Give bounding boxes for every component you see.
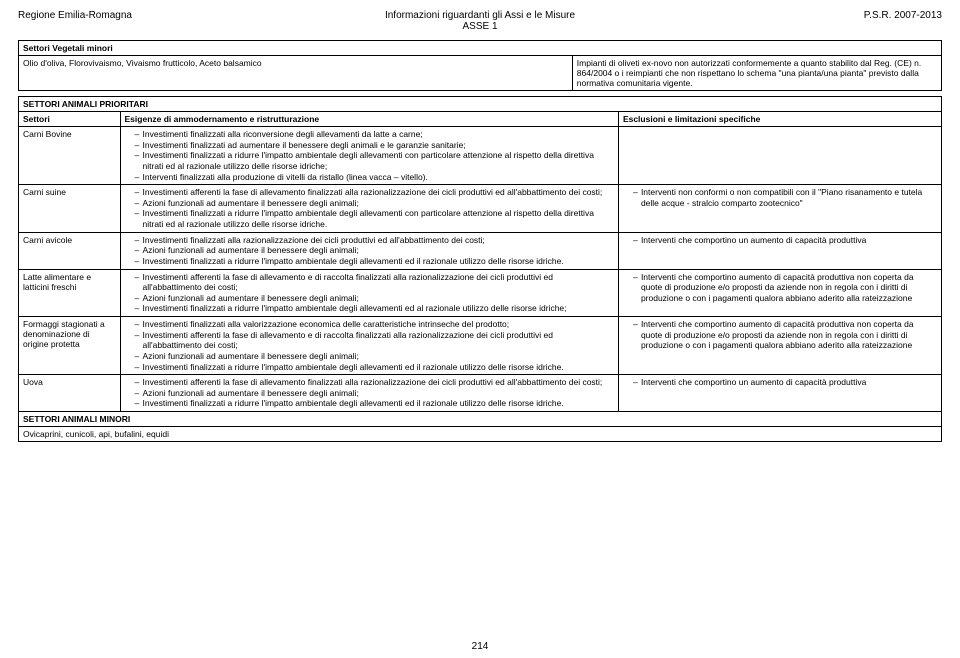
sector-cell: Latte alimentare e latticini freschi — [19, 269, 121, 317]
needs-item: Investimenti finalizzati alla valorizzaz… — [135, 319, 614, 330]
animali-minor-title: SETTORI ANIMALI MINORI — [19, 412, 942, 427]
header-left: Regione Emilia-Romagna — [18, 10, 326, 21]
exclusions-cell: Interventi che comportino aumento di cap… — [618, 269, 941, 317]
exclusion-item: Interventi non conformi o non compatibil… — [633, 187, 937, 208]
needs-cell: Investimenti finalizzati alla valorizzaz… — [120, 317, 618, 375]
needs-item: Investimenti finalizzati a ridurre l'imp… — [135, 398, 614, 409]
header-center: Informazioni riguardanti gli Assi e le M… — [326, 10, 634, 32]
header-center-line2: ASSE 1 — [326, 21, 634, 32]
needs-cell: Investimenti finalizzati alla riconversi… — [120, 127, 618, 185]
table-row: Carni Bovine Investimenti finalizzati all… — [19, 127, 942, 185]
sector-cell: Uova — [19, 375, 121, 412]
exclusion-item: Interventi che comportino aumento di cap… — [633, 319, 937, 351]
table-row: Carni suine Investimenti afferenti la fas… — [19, 185, 942, 233]
needs-cell: Investimenti afferenti la fase di alleva… — [120, 185, 618, 233]
needs-item: Investimenti finalizzati a ridurre l'imp… — [135, 303, 614, 314]
sector-cell: Carni avicole — [19, 232, 121, 269]
exclusion-item: Interventi che comportino aumento di cap… — [633, 272, 937, 304]
sector-cell: Carni suine — [19, 185, 121, 233]
needs-item: Investimenti afferenti la fase di alleva… — [135, 330, 614, 351]
animali-head-esclusioni: Esclusioni e limitazioni specifiche — [618, 112, 941, 127]
exclusions-cell: Interventi che comportino un aumento di … — [618, 375, 941, 412]
needs-item: Azioni funzionali ad aumentare il beness… — [135, 245, 614, 256]
exclusions-cell: Interventi che comportino aumento di cap… — [618, 317, 941, 375]
animali-head-settori: Settori — [19, 112, 121, 127]
needs-item: Investimenti afferenti la fase di alleva… — [135, 187, 614, 198]
vegetali-right-cell: Impianti di oliveti ex-novo non autorizz… — [572, 56, 941, 91]
vegetali-title: Settori Vegetali minori — [19, 41, 942, 56]
needs-item: Investimenti finalizzati ad aumentare il… — [135, 140, 614, 151]
exclusions-cell: Interventi che comportino un aumento di … — [618, 232, 941, 269]
needs-cell: Investimenti afferenti la fase di alleva… — [120, 375, 618, 412]
header-right: P.S.R. 2007-2013 — [634, 10, 942, 21]
needs-cell: Investimenti finalizzati alla razionaliz… — [120, 232, 618, 269]
table-row: Latte alimentare e latticini freschi Inve… — [19, 269, 942, 317]
table-row: Uova Investimenti afferenti la fase di al… — [19, 375, 942, 412]
exclusion-item: Interventi che comportino un aumento di … — [633, 235, 937, 246]
needs-item: Investimenti finalizzati a ridurre l'imp… — [135, 256, 614, 267]
table-row: Formaggi stagionati a denominazione di o… — [19, 317, 942, 375]
needs-item: Azioni funzionali ad aumentare il beness… — [135, 293, 614, 304]
sector-cell: Carni Bovine — [19, 127, 121, 185]
needs-item: Azioni funzionali ad aumentare il beness… — [135, 198, 614, 209]
exclusions-cell: Interventi non conformi o non compatibil… — [618, 185, 941, 233]
needs-item: Interventi finalizzati alla produzione d… — [135, 172, 614, 183]
needs-item: Azioni funzionali ad aumentare il beness… — [135, 388, 614, 399]
animali-minor-text: Ovicaprini, cunicoli, api, bufalini, equ… — [19, 427, 942, 442]
needs-item: Investimenti finalizzati a ridurre l'imp… — [135, 150, 614, 171]
needs-item: Azioni funzionali ad aumentare il beness… — [135, 351, 614, 362]
page-header: Regione Emilia-Romagna Informazioni rigu… — [18, 10, 942, 32]
needs-item: Investimenti finalizzati alla riconversi… — [135, 129, 614, 140]
table-row: Carni avicole Investimenti finalizzati al… — [19, 232, 942, 269]
needs-item: Investimenti finalizzati alla razionaliz… — [135, 235, 614, 246]
needs-item: Investimenti afferenti la fase di alleva… — [135, 272, 614, 293]
needs-cell: Investimenti afferenti la fase di alleva… — [120, 269, 618, 317]
needs-item: Investimenti finalizzati a ridurre l'imp… — [135, 362, 614, 373]
vegetali-left-cell: Olio d'oliva, Florovivaismo, Vivaismo fr… — [19, 56, 573, 91]
needs-item: Investimenti afferenti la fase di alleva… — [135, 377, 614, 388]
needs-item: Investimenti finalizzati a ridurre l'imp… — [135, 208, 614, 229]
vegetali-table: Settori Vegetali minori Olio d'oliva, Fl… — [18, 40, 942, 91]
header-center-line1: Informazioni riguardanti gli Assi e le M… — [326, 10, 634, 21]
exclusion-item: Interventi che comportino un aumento di … — [633, 377, 937, 388]
animali-table: SETTORI ANIMALI PRIORITARI Settori Esige… — [18, 96, 942, 442]
sector-cell: Formaggi stagionati a denominazione di o… — [19, 317, 121, 375]
page-number: 214 — [0, 641, 960, 652]
animali-priority-title: SETTORI ANIMALI PRIORITARI — [19, 97, 942, 112]
exclusions-cell — [618, 127, 941, 185]
animali-head-esigenze: Esigenze di ammodernamento e ristruttura… — [120, 112, 618, 127]
